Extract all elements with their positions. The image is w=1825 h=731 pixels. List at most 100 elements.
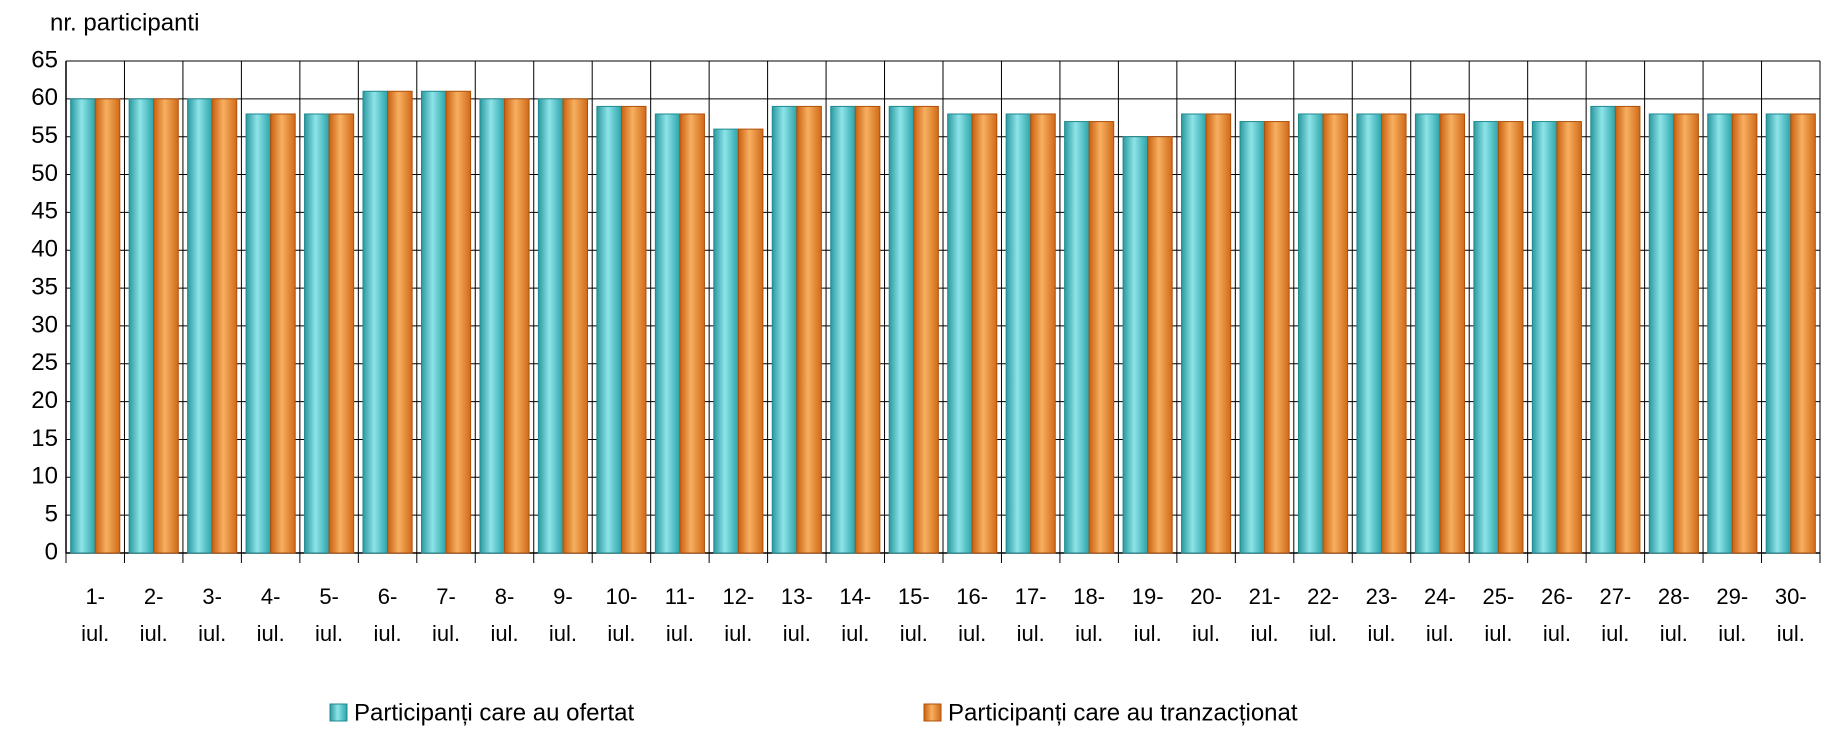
bar: [94, 98, 121, 554]
x-tick-label: 25-iul.: [1482, 584, 1515, 646]
bar: [596, 105, 622, 554]
bar: [1064, 121, 1090, 554]
x-tick-label: 3-iul.: [198, 584, 227, 646]
bar: [1356, 113, 1382, 554]
y-tick-label: 25: [31, 349, 58, 376]
x-tick-label: 2-iul.: [139, 584, 168, 646]
y-tick-label: 65: [31, 46, 58, 73]
y-tick-label: 20: [31, 387, 58, 414]
bar: [1614, 105, 1641, 554]
x-tick-label: 11-iul.: [664, 584, 695, 646]
legend-swatch: [329, 703, 348, 722]
x-tick-label: 12-iul.: [722, 584, 755, 646]
x-tick-label: 30-iul.: [1774, 584, 1807, 646]
bar: [1181, 113, 1207, 554]
bar: [679, 113, 705, 554]
y-tick-label: 30: [31, 311, 58, 338]
bar: [713, 128, 739, 554]
y-tick-label: 5: [45, 500, 58, 527]
bar: [1648, 113, 1675, 554]
legend-label: Participanți care au ofertat: [354, 699, 634, 726]
x-tick-label: 21-iul.: [1248, 584, 1281, 646]
bar: [854, 105, 881, 554]
x-tick-label: 17-iul.: [1014, 584, 1047, 646]
bar: [362, 90, 389, 554]
bar: [420, 90, 447, 554]
bar: [270, 113, 296, 554]
x-tick-label: 10-iul.: [605, 584, 638, 646]
bar: [304, 113, 330, 554]
x-tick-label: 14-iul.: [839, 584, 872, 646]
bar: [1264, 121, 1290, 554]
bar: [1030, 113, 1056, 554]
bar: [1147, 136, 1173, 554]
bar: [1673, 113, 1699, 554]
bar: [1122, 136, 1149, 554]
bar: [1005, 113, 1032, 554]
y-tick-label: 15: [31, 425, 58, 452]
x-tick-label: 27-iul.: [1599, 584, 1632, 646]
y-tick-label: 10: [31, 463, 58, 490]
bar: [445, 90, 472, 554]
bar: [1239, 121, 1266, 554]
bar: [1439, 113, 1466, 554]
bar: [1556, 121, 1582, 554]
x-tick-label: 15-iul.: [897, 584, 930, 646]
y-tick-label: 45: [31, 198, 58, 225]
x-tick-label: 20-iul.: [1190, 584, 1222, 646]
bar: [830, 105, 856, 554]
y-axis-label: nr. participanti: [50, 9, 199, 36]
bar: [1473, 121, 1499, 554]
x-tick-label: 24-iul.: [1424, 584, 1456, 646]
bar: [737, 128, 764, 554]
x-tick-label: 9-iul.: [548, 584, 578, 646]
y-tick-label: 60: [31, 84, 58, 111]
bar: [947, 113, 973, 554]
x-tick-label: 28-iul.: [1657, 584, 1690, 646]
bar: [504, 98, 530, 554]
bar: [1707, 113, 1733, 554]
bar: [537, 98, 564, 554]
bar: [1497, 121, 1524, 554]
x-tick-label: 1-iul.: [81, 584, 110, 646]
bar: [1414, 113, 1441, 554]
bar: [1590, 105, 1616, 554]
bar: [1381, 113, 1407, 554]
bar: [1322, 113, 1349, 554]
bar: [654, 113, 681, 554]
y-tick-label: 50: [31, 160, 58, 187]
x-tick-label: 19-iul.: [1131, 584, 1164, 646]
x-tick-label: 7-iul.: [431, 584, 461, 646]
bar: [771, 105, 798, 554]
bar: [1205, 113, 1232, 554]
bar: [70, 98, 96, 554]
y-tick-label: 40: [31, 236, 58, 263]
bar: [796, 105, 822, 554]
bar: [1731, 113, 1758, 554]
y-tick-label: 55: [31, 122, 58, 149]
bar: [1531, 121, 1558, 554]
bar: [888, 105, 915, 554]
bar: [328, 113, 355, 554]
x-tick-label: 18-iul.: [1073, 584, 1106, 646]
x-tick-label: 16-iul.: [956, 584, 989, 646]
x-tick-label: 22-iul.: [1307, 584, 1339, 646]
bar: [562, 98, 589, 554]
x-tick-label: 5-iul.: [315, 584, 344, 646]
bar: [1765, 113, 1792, 554]
bar: [387, 90, 413, 554]
x-tick-label: 4-iul.: [256, 584, 285, 646]
bar: [620, 105, 647, 554]
y-tick-label: 35: [31, 273, 58, 300]
x-tick-label: 6-iul.: [373, 584, 402, 646]
bar: [971, 113, 998, 554]
bar: [913, 105, 939, 554]
bar: [153, 98, 179, 554]
bar: [1790, 113, 1816, 554]
x-tick-label: 13-iul.: [780, 584, 813, 646]
bar: [128, 98, 155, 554]
bar: [245, 113, 272, 554]
y-tick-label: 0: [45, 538, 58, 565]
